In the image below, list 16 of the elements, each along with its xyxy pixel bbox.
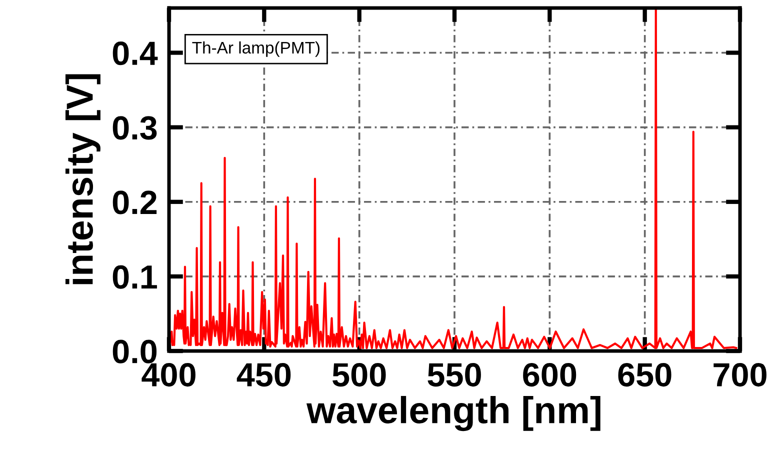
y-tick-label: 0.0 xyxy=(112,340,157,364)
y-tick-label: 0.3 xyxy=(112,116,157,140)
y-tick-label: 0.1 xyxy=(112,265,157,289)
x-tick-label: 450 xyxy=(236,362,291,387)
line-series xyxy=(169,8,738,350)
y-axis-title: intensity [V] xyxy=(65,74,100,284)
x-tick-label: 500 xyxy=(332,362,386,387)
y-tick-label: 0.2 xyxy=(112,190,157,214)
annotation: Th-Ar lamp(PMT) xyxy=(192,41,320,57)
x-tick-label: 400 xyxy=(142,362,196,387)
x-tick-label: 550 xyxy=(428,362,481,387)
y-tick-label: 0.4 xyxy=(112,42,158,66)
x-tick-label: 650 xyxy=(618,362,672,387)
x-axis-title: wavelength [nm] xyxy=(306,396,600,432)
x-tick-label: 600 xyxy=(523,362,576,387)
x-tick-label: 700 xyxy=(714,362,766,387)
